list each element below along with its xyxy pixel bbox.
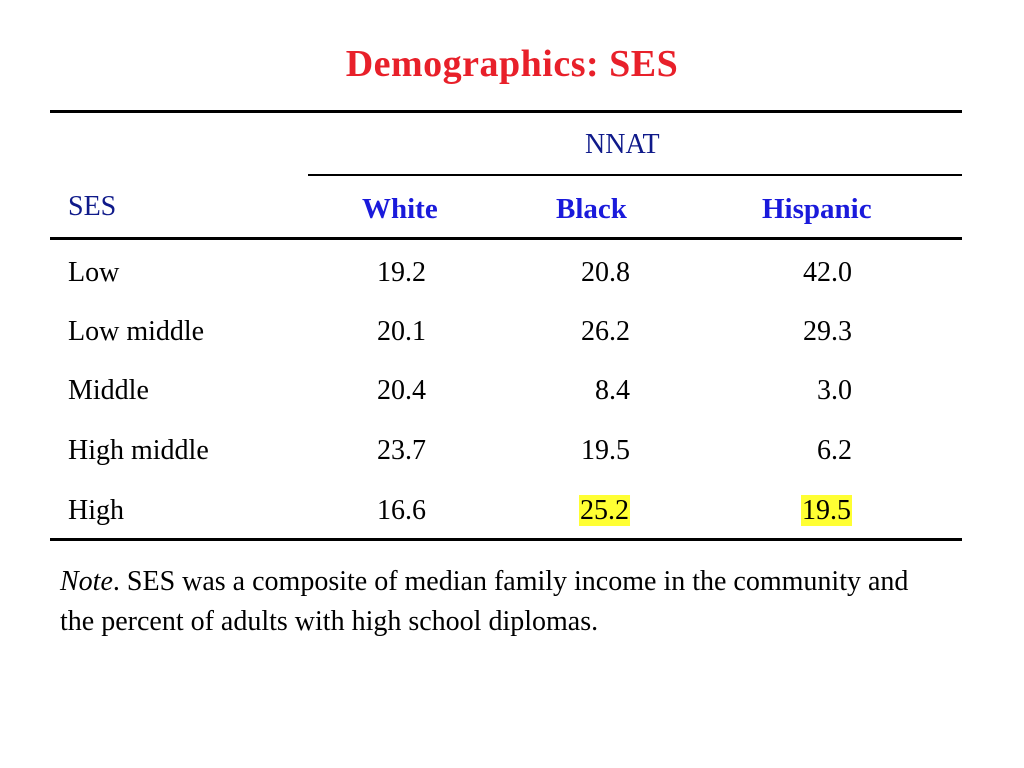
cell-high-hispanic: 19.5 bbox=[772, 494, 852, 528]
cell-high-middle-black: 19.5 bbox=[581, 435, 630, 466]
highlight-marker: 19.5 bbox=[801, 495, 852, 526]
cell-middle-hispanic: 3.0 bbox=[817, 375, 852, 406]
column-header-black: Black bbox=[556, 193, 627, 225]
row-label-low: Low bbox=[68, 257, 120, 288]
row-label-high-middle: High middle bbox=[68, 435, 209, 466]
cell-high-middle-hispanic: 6.2 bbox=[817, 435, 852, 466]
cell-low-black: 20.8 bbox=[581, 257, 630, 288]
cell-middle-white: 20.4 bbox=[377, 375, 426, 406]
cell-middle-black: 8.4 bbox=[595, 375, 630, 406]
row-label-low-middle: Low middle bbox=[68, 316, 205, 347]
table-top-rule bbox=[50, 110, 962, 113]
column-header-hispanic: Hispanic bbox=[762, 193, 872, 225]
nnat-group-rule bbox=[308, 174, 962, 176]
cell-low-middle-white: 20.1 bbox=[377, 316, 426, 347]
row-label-middle: Middle bbox=[68, 375, 149, 406]
nnat-group-header: NNAT bbox=[585, 129, 660, 160]
table-note: Note. SES was a composite of median fami… bbox=[60, 562, 940, 642]
cell-low-hispanic: 42.0 bbox=[803, 257, 852, 288]
highlight-marker: 25.2 bbox=[579, 495, 630, 526]
column-header-white: White bbox=[362, 193, 438, 225]
cell-high-black: 25.2 bbox=[550, 494, 630, 528]
note-label: Note bbox=[60, 566, 113, 597]
ses-row-header: SES bbox=[68, 191, 117, 222]
table-bottom-rule bbox=[50, 538, 962, 541]
cell-low-middle-black: 26.2 bbox=[581, 316, 630, 347]
cell-high-middle-white: 23.7 bbox=[377, 435, 426, 466]
slide-title: Demographics: SES bbox=[345, 43, 679, 85]
table-header-rule bbox=[50, 237, 962, 240]
cell-high-white: 16.6 bbox=[377, 495, 426, 526]
cell-low-white: 19.2 bbox=[377, 257, 426, 288]
cell-low-middle-hispanic: 29.3 bbox=[803, 316, 852, 347]
note-text: . SES was a composite of median family i… bbox=[60, 566, 909, 637]
row-label-high: High bbox=[68, 495, 124, 526]
